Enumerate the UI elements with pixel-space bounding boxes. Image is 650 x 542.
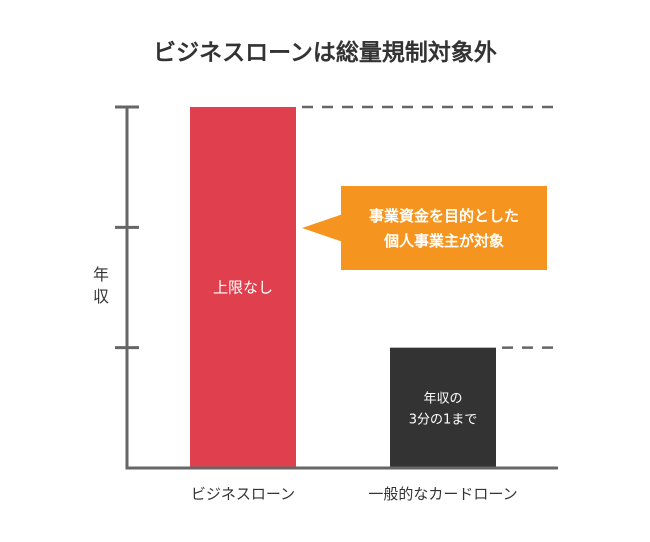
callout-line-1: 事業資金を目的とした: [369, 207, 519, 225]
callout: 事業資金を目的とした 個人事業主が対象: [302, 186, 547, 270]
chart-title: ビジネスローンは総量規制対象外: [153, 39, 497, 66]
y-axis-label-char-2: 収: [93, 287, 109, 306]
category-label: ビジネスローン: [191, 485, 295, 503]
callout-line-2: 個人事業主が対象: [383, 232, 504, 250]
category-label: 一般的なカードローン: [368, 485, 517, 503]
bar: [190, 107, 296, 468]
callout-box: [341, 186, 547, 270]
bar-label: 年収の: [423, 391, 462, 406]
axes: [115, 105, 558, 470]
callout-pointer: [302, 214, 343, 242]
y-axis-label-char-1: 年: [93, 265, 109, 284]
bar-label: 上限なし: [213, 279, 273, 297]
category-labels: ビジネスローン 一般的なカードローン: [191, 485, 518, 503]
reference-lines: [302, 105, 558, 349]
bar-label: 3分の1まで: [409, 412, 478, 427]
bar: [390, 347, 496, 468]
